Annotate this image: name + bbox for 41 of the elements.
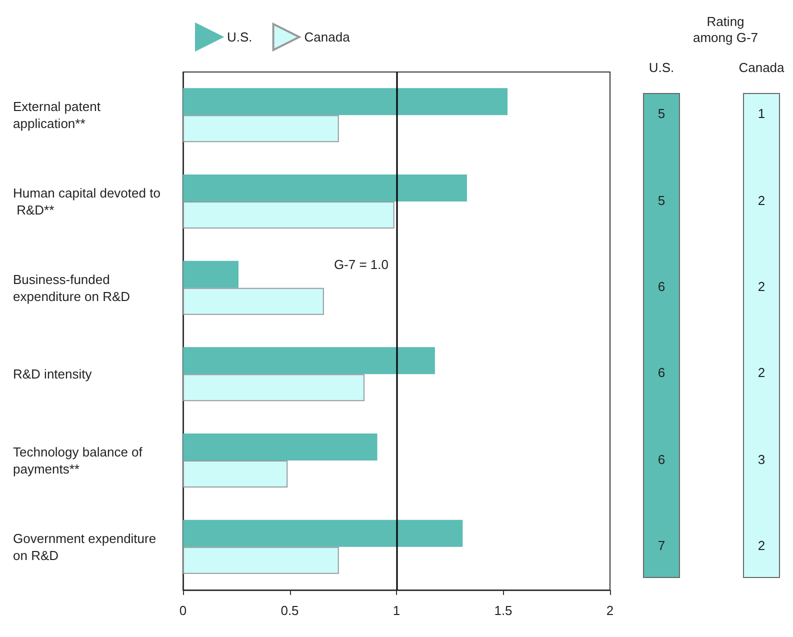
legend-label: U.S. — [227, 30, 252, 44]
bar — [183, 460, 288, 488]
text: 2 — [756, 278, 766, 294]
bar — [183, 546, 339, 574]
text: Rating among G-7 — [692, 14, 760, 46]
y-tick-label: Technology balance of payments** — [13, 444, 146, 476]
y-tick-label: Human capital devoted to R&D** — [13, 186, 160, 218]
bar — [183, 434, 378, 460]
x-tick-label: 1.5 — [494, 603, 512, 618]
bar — [183, 115, 339, 142]
text: U.S. — [648, 60, 676, 75]
bar — [183, 520, 463, 547]
bar — [183, 260, 239, 288]
bar — [183, 174, 467, 202]
text: 2 — [756, 538, 766, 553]
text: 6 — [656, 278, 666, 294]
x-tick-label: 2 — [606, 603, 614, 618]
text: Canada — [738, 60, 786, 75]
y-tick-label: External patent application** — [13, 99, 104, 132]
legend-label: Canada — [304, 30, 351, 44]
bar — [183, 202, 394, 228]
text: 2 — [756, 365, 766, 380]
y-tick-label: Business-funded expenditure on R&D — [13, 272, 130, 304]
y-tick-label: R&D intensity — [13, 366, 92, 382]
text: 1 — [756, 106, 766, 122]
x-tick-label: 0.5 — [280, 603, 299, 618]
ref-line-label: G-7 = 1.0 — [334, 257, 388, 272]
text: 6 — [656, 365, 666, 380]
bar — [183, 288, 324, 315]
bar — [183, 88, 508, 116]
bar — [183, 347, 435, 374]
x-tick-label: 1 — [392, 603, 400, 618]
bar — [183, 374, 364, 402]
text: 5 — [656, 106, 666, 122]
text: 7 — [656, 538, 666, 553]
text: 5 — [656, 192, 666, 208]
x-tick-label: 0 — [179, 603, 187, 618]
y-tick-label: Government expenditure on R&D — [13, 530, 160, 563]
text: 6 — [656, 452, 666, 466]
text: 2 — [756, 192, 766, 208]
text: 3 — [756, 452, 766, 466]
